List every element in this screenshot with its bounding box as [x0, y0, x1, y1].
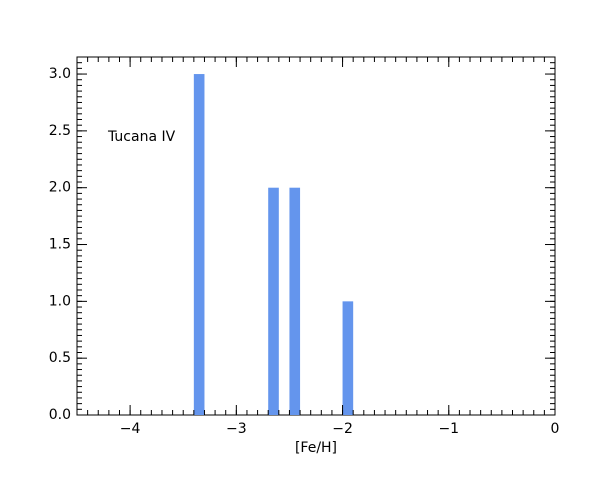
x-tick-label: −4	[120, 421, 141, 437]
x-tick-label: −1	[438, 421, 459, 437]
bar	[289, 187, 301, 415]
y-tick-label: 3.0	[49, 66, 71, 82]
bar	[342, 301, 354, 415]
plot-frame	[76, 56, 556, 416]
bar	[193, 74, 205, 416]
y-tick-label: 1.5	[49, 237, 71, 253]
x-tick-label: 0	[551, 421, 560, 437]
x-tick-label: −3	[226, 421, 247, 437]
annotation: Tucana IV	[107, 129, 176, 145]
x-tick-label: −2	[332, 421, 353, 437]
bar	[268, 187, 279, 415]
y-tick-label: 2.0	[49, 180, 71, 196]
y-tick-label: 0.0	[49, 407, 71, 423]
y-tick-label: 1.0	[49, 293, 71, 309]
y-tick-label: 0.5	[49, 350, 71, 366]
x-axis-label: [Fe/H]	[295, 440, 337, 456]
y-tick-label: 2.5	[49, 123, 71, 139]
